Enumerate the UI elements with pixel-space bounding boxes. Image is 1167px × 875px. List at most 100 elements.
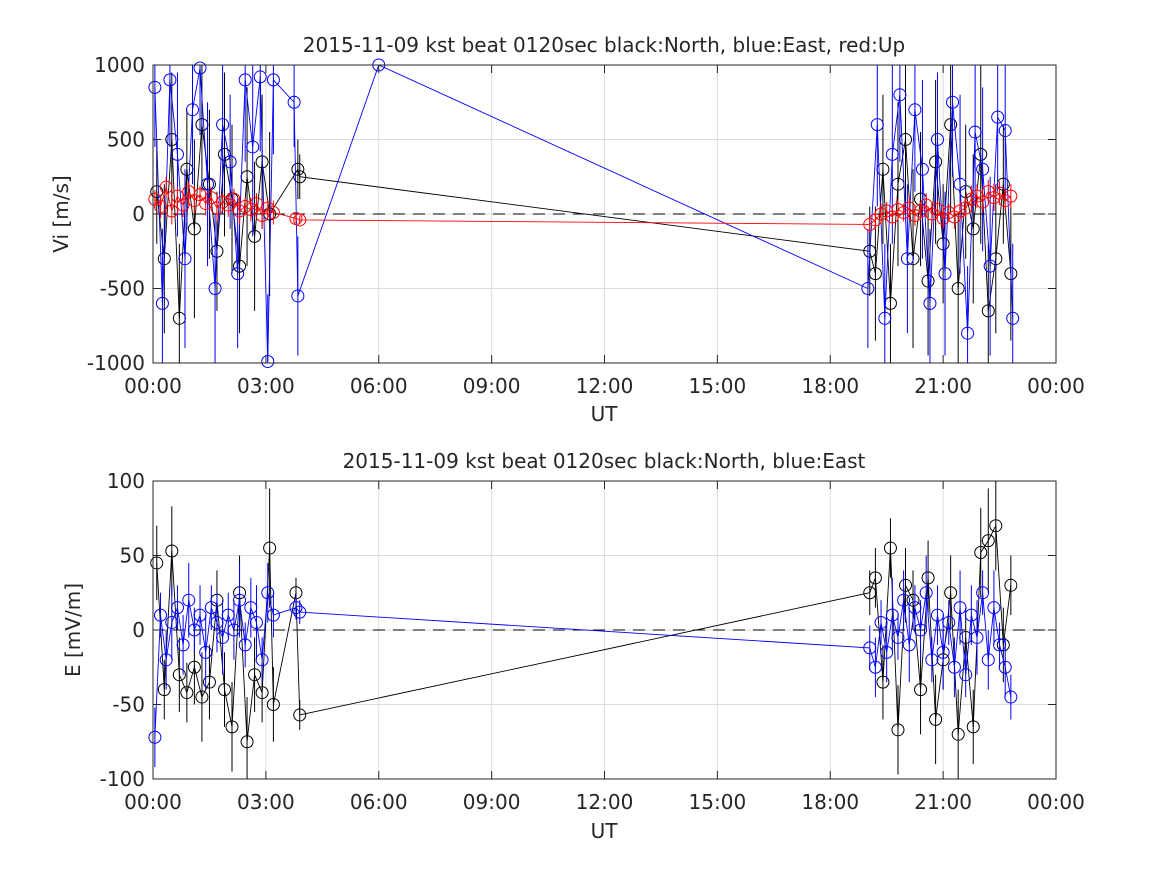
velocity-east-point	[223, 155, 237, 169]
electric-field-north-point	[157, 683, 171, 697]
velocity-east-point	[923, 296, 937, 310]
electric-field-east-point	[919, 586, 933, 600]
velocity-east-point	[287, 95, 301, 109]
electric-field-north-point	[255, 686, 269, 700]
velocity-x-tick-label: 00:00	[1027, 374, 1085, 398]
electric-field-north-point	[187, 660, 201, 674]
velocity-east-point	[253, 70, 267, 84]
electric-field-east-point	[902, 638, 916, 652]
electric-field-y-tick-label: 50	[120, 544, 145, 568]
velocity-up-point	[176, 198, 190, 212]
electric-field-east-point	[964, 608, 978, 622]
velocity-panel: 2015-11-09 kst beat 0120sec black:North,…	[49, 33, 1085, 426]
velocity-x-tick-label: 18:00	[801, 374, 859, 398]
electric-field-x-tick-label: 15:00	[689, 790, 747, 814]
electric-field-north-point	[929, 712, 943, 726]
electric-field-north-point	[263, 541, 277, 555]
electric-field-east-point	[936, 645, 950, 659]
electric-field-north-point	[180, 686, 194, 700]
velocity-x-tick-label: 06:00	[350, 374, 408, 398]
electric-field-east-point	[942, 616, 956, 630]
velocity-east-point	[261, 355, 275, 369]
electric-field-east-point	[897, 593, 911, 607]
electric-field-east-point	[947, 660, 961, 674]
electric-field-x-tick-label: 21:00	[914, 790, 972, 814]
velocity-panel-title: 2015-11-09 kst beat 0120sec black:North,…	[303, 33, 905, 57]
electric-field-north-point	[921, 571, 935, 585]
electric-field-north-point	[172, 668, 186, 682]
velocity-east-point	[208, 282, 222, 295]
electric-field-north-point	[293, 708, 307, 722]
velocity-east-point	[878, 311, 892, 325]
electric-field-north-point	[883, 541, 897, 555]
velocity-up-point	[249, 197, 263, 211]
velocity-north-point	[929, 155, 943, 169]
electric-field-east-point	[293, 605, 307, 619]
velocity-east-point	[266, 73, 280, 87]
velocity-north-point	[944, 118, 958, 132]
electric-field-east-point	[221, 608, 235, 622]
electric-field-north-point	[974, 546, 988, 560]
velocity-east-point	[968, 125, 982, 139]
velocity-east-point	[930, 133, 944, 146]
velocity-up-point	[204, 191, 218, 205]
electric-field-east-point	[908, 601, 922, 615]
electric-field-y-axis-label: E [mV/m]	[61, 583, 85, 677]
electric-field-x-tick-label: 00:00	[124, 790, 182, 814]
electric-field-east-point	[266, 608, 280, 622]
electric-field-north-point	[225, 720, 239, 734]
electric-field-east-point	[199, 645, 213, 659]
electric-field-east-point	[261, 586, 275, 600]
electric-field-north-point	[868, 571, 882, 585]
velocity-east-point	[908, 103, 922, 117]
electric-field-east-point	[210, 616, 224, 630]
electric-field-north-point	[914, 683, 928, 697]
electric-field-north-point	[266, 698, 280, 711]
velocity-east-point	[870, 118, 884, 132]
electric-field-east-point	[244, 601, 258, 615]
velocity-east-series-line	[154, 64, 1014, 362]
velocity-x-axis-label: UT	[591, 402, 619, 426]
velocity-north-point	[233, 259, 247, 273]
electric-field-north-point	[1004, 578, 1018, 592]
velocity-up-point	[976, 195, 990, 209]
velocity-east-point	[216, 118, 230, 132]
electric-field-east-point	[193, 608, 207, 622]
electric-field-north-point	[863, 586, 877, 600]
electric-field-x-axis-label: UT	[591, 819, 619, 843]
electric-field-east-point	[880, 645, 894, 659]
velocity-east-point	[953, 177, 967, 191]
electric-field-north-point	[150, 556, 164, 570]
velocity-east-point	[201, 177, 215, 191]
velocity-east-point	[946, 95, 960, 109]
velocity-up-point	[293, 213, 307, 227]
electric-field-north-point	[165, 544, 179, 558]
electric-field-east-point	[176, 638, 190, 652]
electric-field-east-point	[981, 653, 995, 667]
electric-field-east-point	[976, 586, 990, 600]
velocity-east-point	[976, 162, 990, 176]
velocity-east-point	[998, 124, 1012, 138]
velocity-east-point	[170, 147, 184, 161]
electric-field-y-tick-label: -50	[112, 693, 145, 717]
velocity-north-point	[981, 304, 995, 318]
electric-field-north-point	[248, 668, 262, 682]
velocity-x-tick-label: 15:00	[689, 374, 747, 398]
electric-field-east-point	[925, 653, 939, 667]
velocity-east-point	[983, 259, 997, 273]
electric-field-north-point	[966, 720, 980, 734]
velocity-east-point	[155, 296, 169, 310]
electric-field-east-point	[868, 660, 882, 674]
velocity-east-point	[238, 73, 252, 87]
electric-field-east-point	[959, 668, 973, 682]
electric-field-north-point	[996, 638, 1010, 652]
electric-field-east-point	[204, 601, 218, 615]
velocity-east-point	[900, 252, 914, 266]
velocity-y-tick-label: -1000	[87, 351, 145, 375]
electric-field-east-point	[993, 638, 1007, 652]
velocity-north-point	[248, 229, 262, 243]
velocity-x-tick-label: 03:00	[237, 374, 295, 398]
electric-field-x-tick-label: 06:00	[350, 790, 408, 814]
electric-field-east-point	[255, 653, 269, 667]
electric-field-east-point	[170, 601, 184, 615]
